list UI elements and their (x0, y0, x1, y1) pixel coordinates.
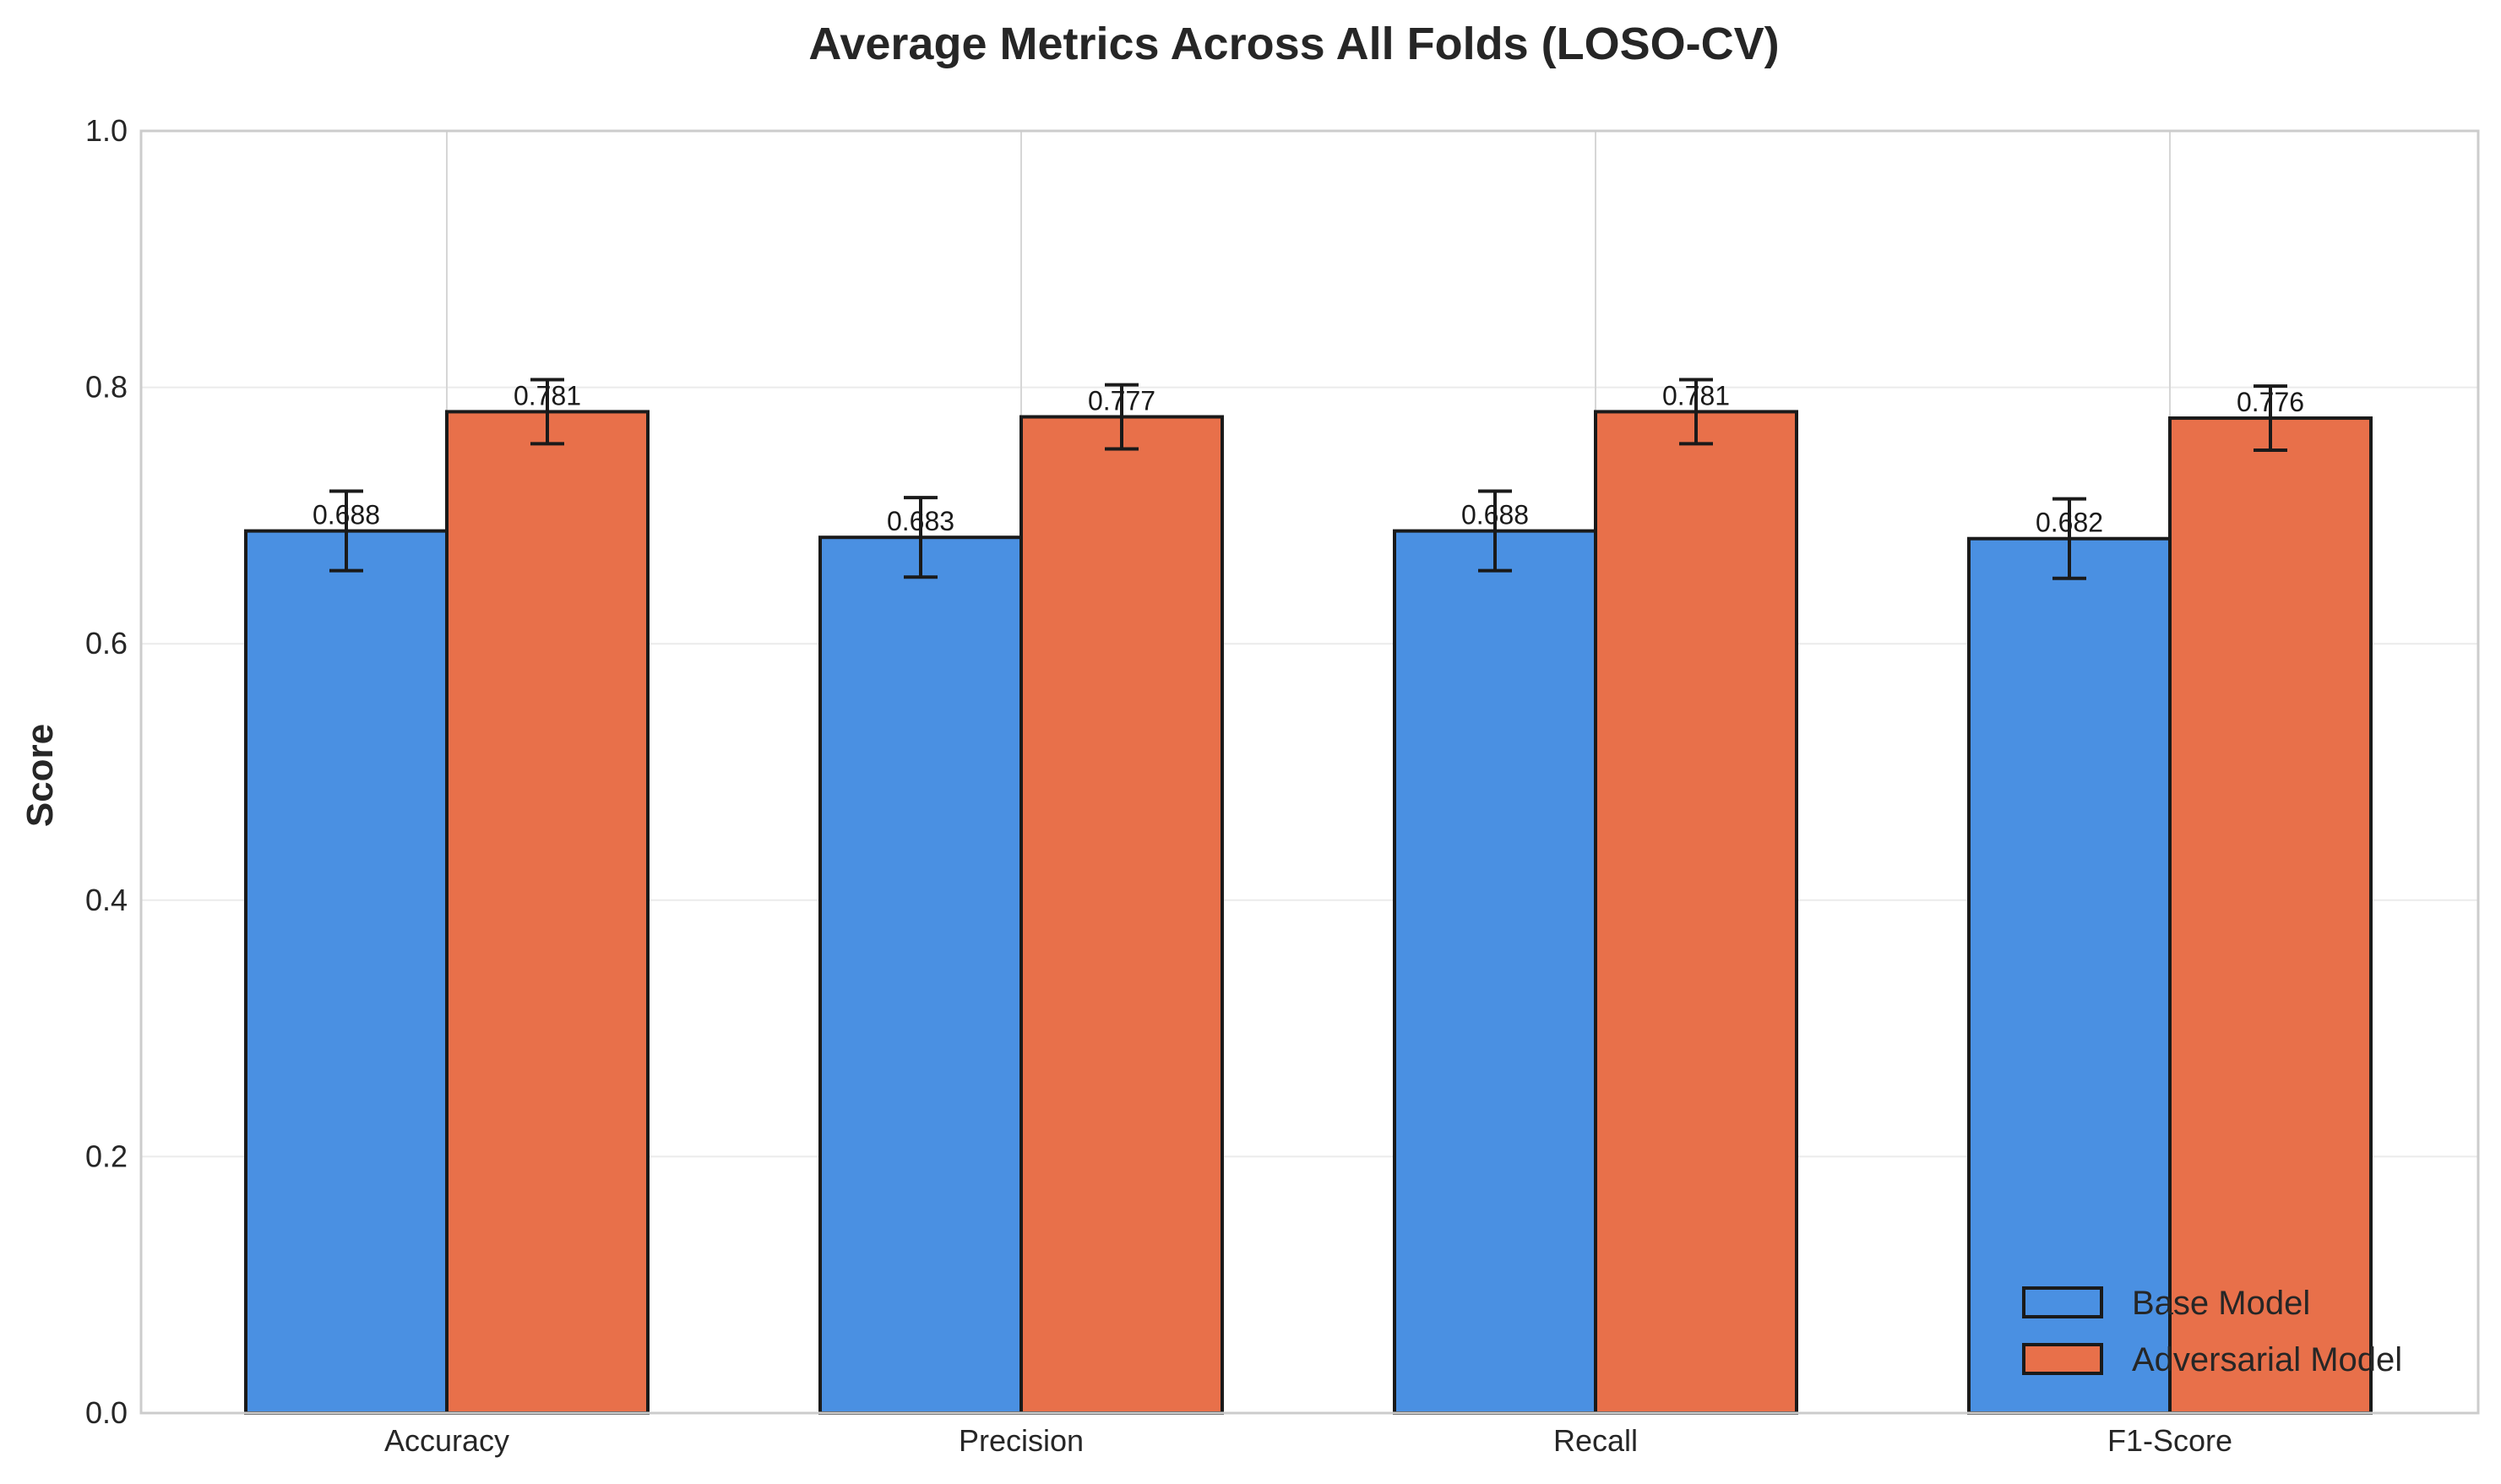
value-label-adversarial-model: 0.781 (514, 380, 581, 410)
chart-title: Average Metrics Across All Folds (LOSO-C… (808, 19, 1779, 69)
value-label-adversarial-model: 0.776 (2237, 387, 2304, 417)
error-bars (329, 378, 2287, 580)
bar-base-model (1967, 536, 2172, 1415)
legend-swatch-adversarial-model (2022, 1343, 2103, 1375)
bar-base-model (1393, 529, 1597, 1416)
bar-base-model (818, 535, 1023, 1415)
y-tick-label: 0.0 (85, 1395, 128, 1430)
x-tick-label: Recall (1553, 1423, 1638, 1458)
y-tick-label: 0.6 (85, 626, 128, 660)
bar-adversarial-model (2168, 416, 2373, 1416)
value-label-base-model: 0.682 (2036, 508, 2103, 538)
x-tick-label: Precision (959, 1423, 1084, 1458)
value-label-base-model: 0.683 (887, 506, 954, 536)
x-axis-ticks: Accuracy Precision Recall F1-Score (384, 1423, 2232, 1458)
bar-adversarial-model (1019, 415, 1224, 1415)
plot-frame (139, 129, 2480, 1415)
y-tick-label: 1.0 (85, 113, 128, 148)
y-tick-label: 0.4 (85, 883, 128, 917)
legend: Base Model Adversarial Model (2022, 1285, 2402, 1378)
bar-adversarial-model (1594, 410, 1798, 1415)
value-label-adversarial-model: 0.781 (1662, 380, 1730, 410)
y-axis-ticks: 0.0 0.2 0.4 0.6 0.8 1.0 (85, 113, 128, 1430)
y-axis-label: Score (19, 724, 61, 827)
y-tick-label: 0.8 (85, 370, 128, 405)
value-label-base-model: 0.688 (1461, 500, 1529, 530)
value-label-base-model: 0.688 (313, 500, 380, 530)
x-tick-label: Accuracy (384, 1423, 509, 1458)
bars (244, 410, 2373, 1416)
bar-base-model (244, 529, 449, 1416)
value-label-adversarial-model: 0.777 (1088, 386, 1155, 416)
legend-swatch-base-model (2022, 1286, 2103, 1318)
value-labels: 0.688 0.683 0.688 0.682 0.781 0.777 0.781 0.776 (313, 380, 2304, 537)
y-tick-label: 0.2 (85, 1139, 128, 1173)
x-tick-label: F1-Score (2107, 1423, 2232, 1458)
bar-adversarial-model (445, 410, 650, 1415)
legend-label-adversarial-model: Adversarial Model (2132, 1341, 2402, 1378)
legend-label-base-model: Base Model (2132, 1285, 2310, 1322)
